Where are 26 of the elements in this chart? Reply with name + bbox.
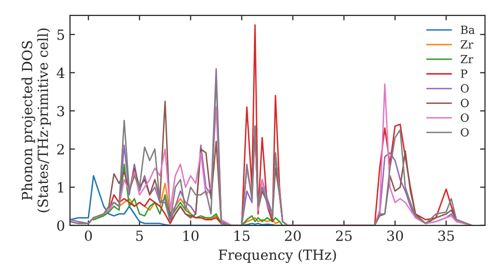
y-tick-label: 2	[57, 144, 64, 154]
y-tick-label: 5	[57, 30, 64, 40]
y-axis-title: Phonon projected DOS (States/THz·primitive cell)	[22, 28, 51, 212]
x-tick-label: 20	[284, 230, 301, 242]
line-series	[92, 164, 288, 226]
x-tick-label: 15	[234, 230, 250, 242]
x-tick-label: 0	[84, 230, 92, 242]
legend-label: O	[460, 98, 469, 108]
x-axis-title: Frequency (THz)	[218, 249, 336, 263]
x-tick-label: 35	[438, 230, 454, 242]
legend-label: O	[460, 84, 469, 93]
y-tick-label: 3	[57, 106, 64, 116]
line-series	[70, 175, 284, 226]
x-tick-label: 30	[387, 230, 403, 242]
legend-label: O	[460, 113, 469, 122]
x-tick-label: 5	[136, 230, 143, 242]
x-tick-label: 10	[183, 230, 199, 242]
y-tick-label: 1	[58, 182, 64, 192]
legend-label: Zr	[460, 40, 474, 48]
legend-label: Zr	[460, 55, 474, 64]
legend-label: O	[460, 128, 469, 136]
y-tick-label: 4	[56, 68, 64, 78]
y-tick-label: 0	[57, 220, 64, 231]
x-tick-label: 25	[336, 230, 352, 242]
legend-label: Ba	[460, 26, 475, 34]
legend-label: P	[460, 70, 468, 78]
